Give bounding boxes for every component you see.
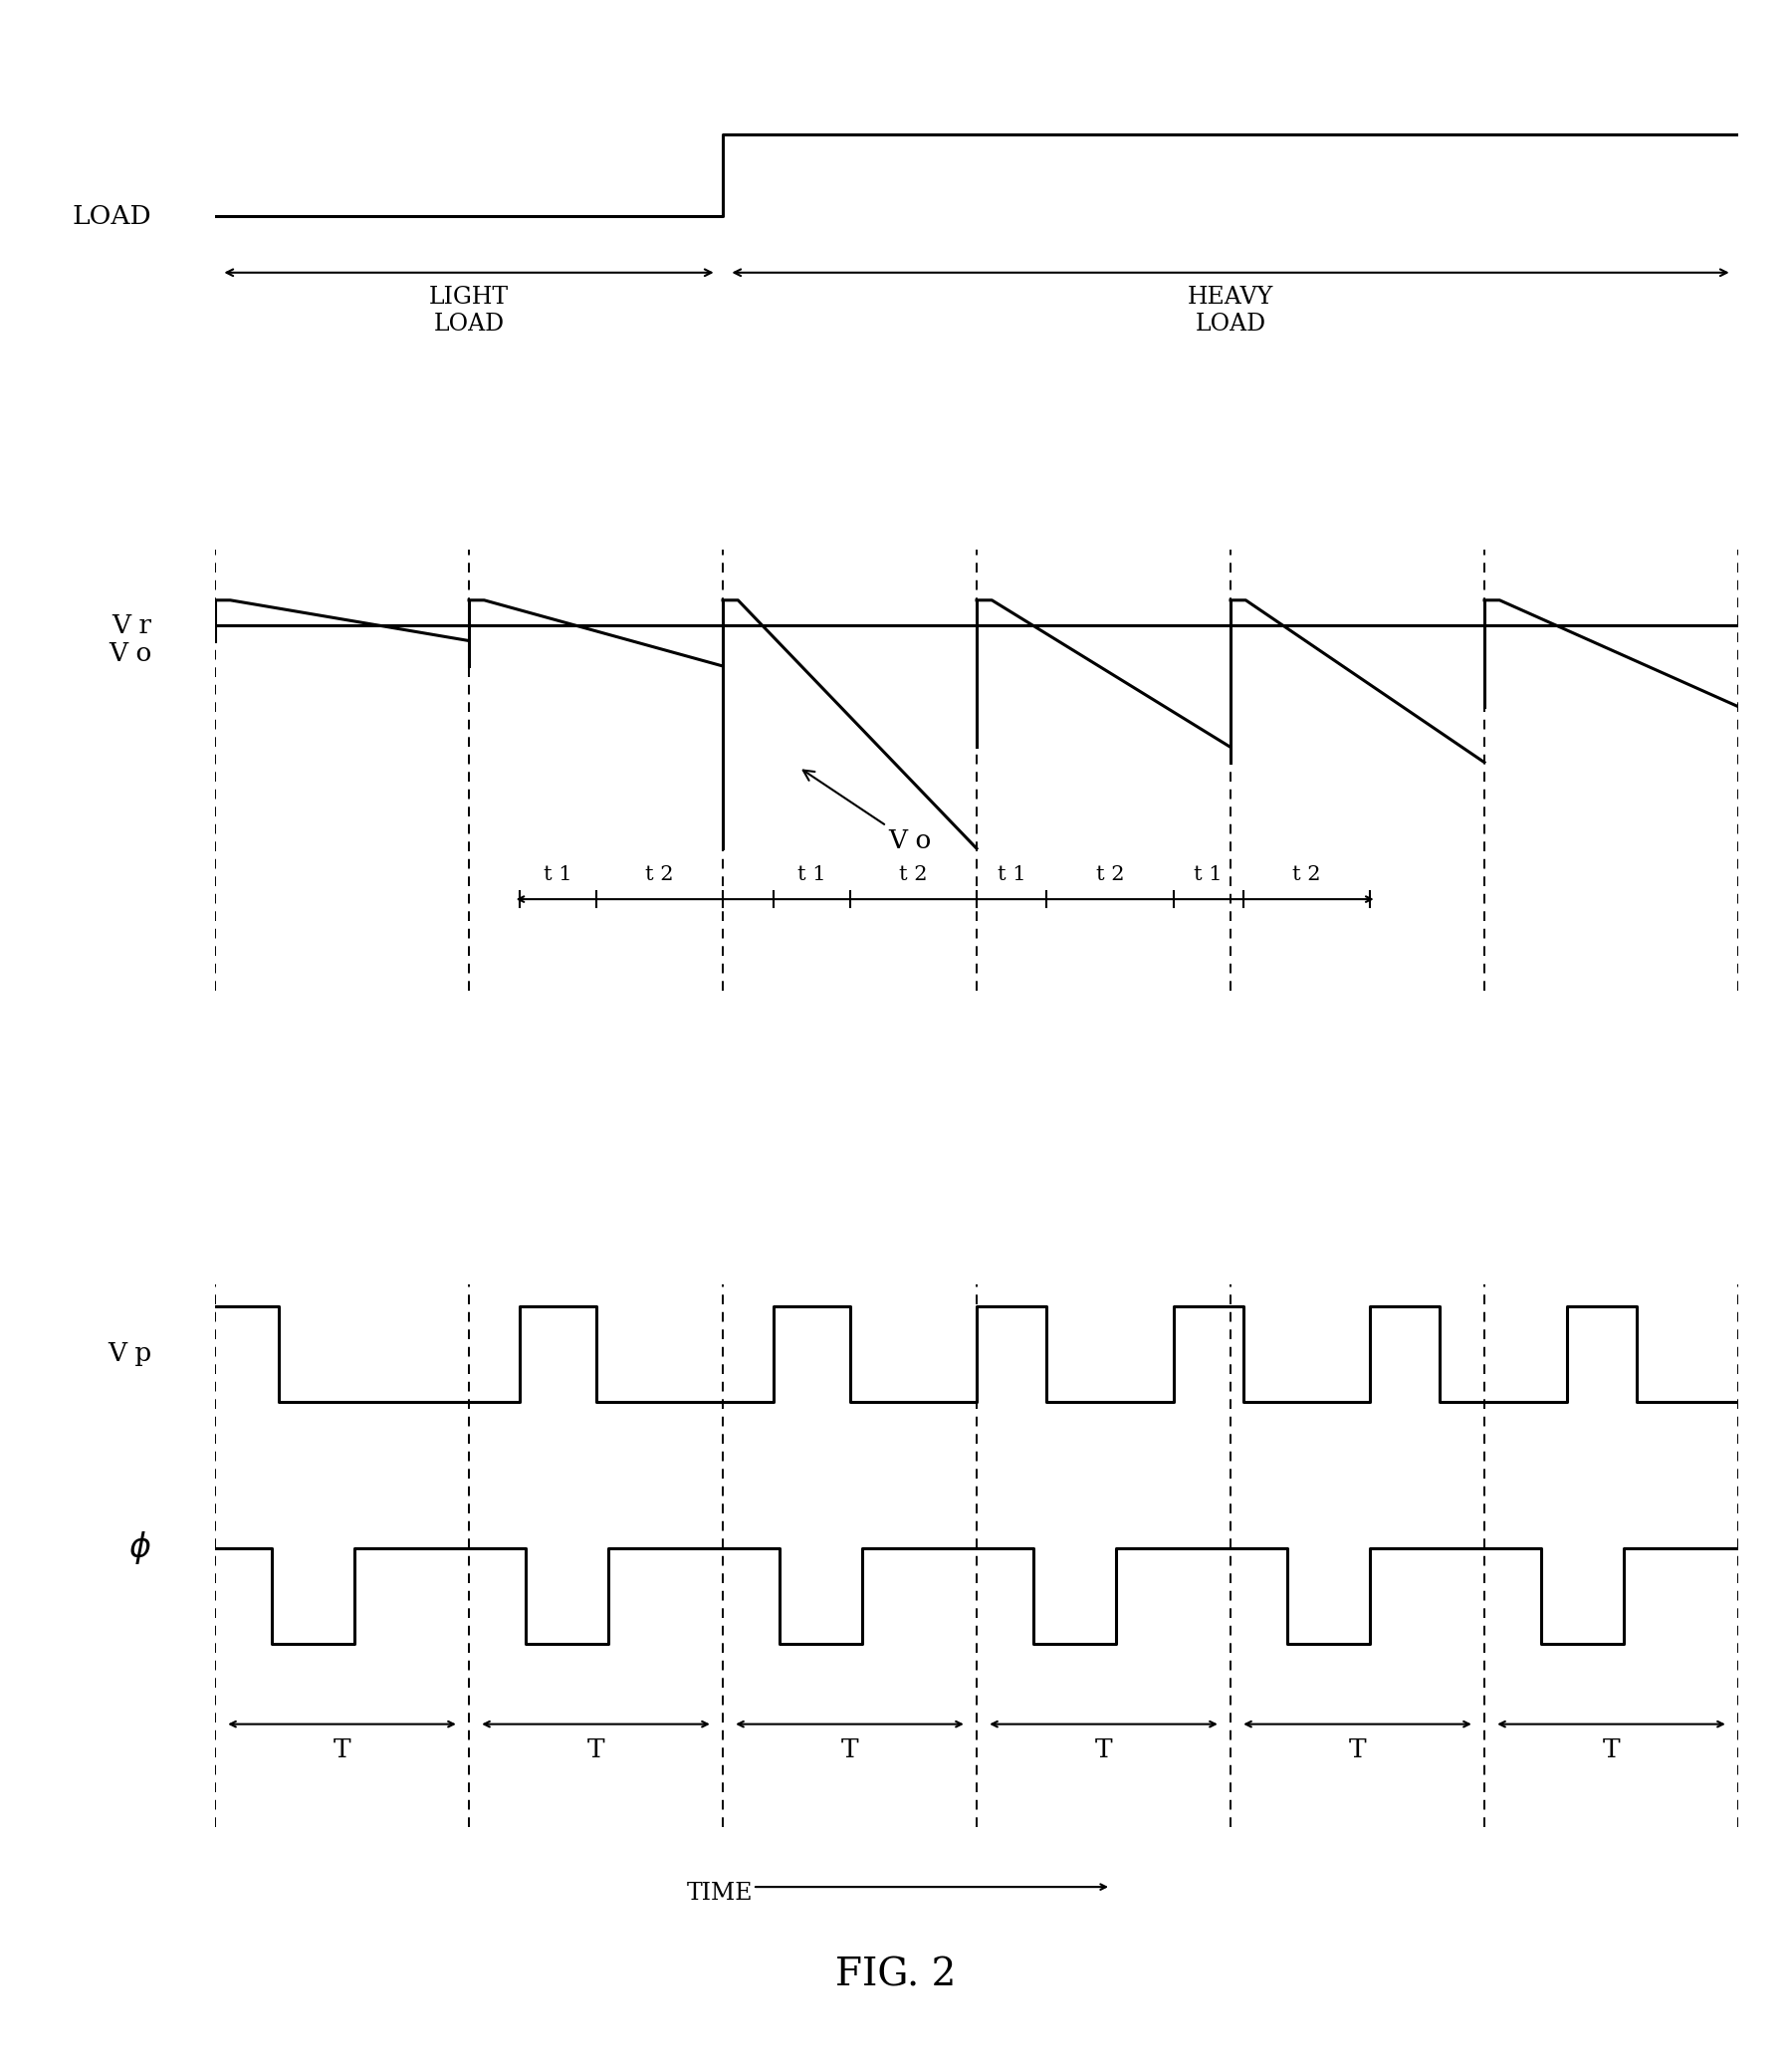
Text: V o: V o [803,770,932,854]
Text: $\phi$: $\phi$ [129,1529,152,1566]
Text: LIGHT
LOAD: LIGHT LOAD [428,286,509,335]
Text: T: T [840,1738,858,1763]
Text: t 1: t 1 [543,865,572,883]
Text: V p: V p [108,1341,152,1366]
Text: T: T [1095,1738,1113,1763]
Text: t 1: t 1 [998,865,1025,883]
Text: LOAD: LOAD [72,203,152,228]
Text: t 1: t 1 [797,865,826,883]
Text: t 2: t 2 [645,865,674,883]
Text: T: T [588,1738,604,1763]
Text: t 1: t 1 [1193,865,1222,883]
Text: FIG. 2: FIG. 2 [835,1957,957,1995]
Text: t 2: t 2 [1095,865,1124,883]
Text: T: T [333,1738,351,1763]
Text: HEAVY
LOAD: HEAVY LOAD [1188,286,1274,335]
Text: V o: V o [108,641,152,666]
Text: t 2: t 2 [1292,865,1321,883]
Text: TIME: TIME [686,1881,753,1906]
Text: t 2: t 2 [900,865,928,883]
Text: T: T [1349,1738,1366,1763]
Text: V r: V r [111,612,152,637]
Text: T: T [1602,1738,1620,1763]
